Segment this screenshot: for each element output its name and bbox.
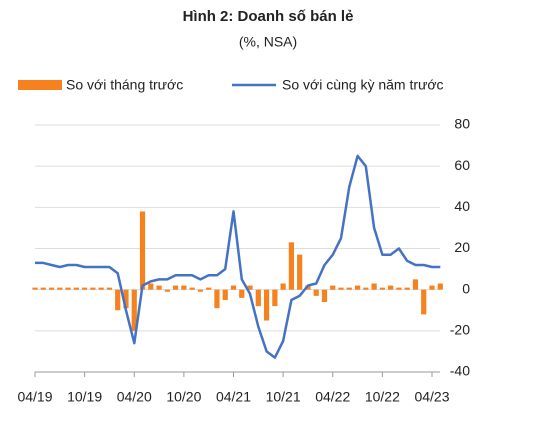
bar xyxy=(263,289,270,321)
bar xyxy=(330,285,336,290)
bar xyxy=(230,285,237,290)
bar xyxy=(404,287,410,290)
bar xyxy=(437,283,443,290)
x-tick-label: 10/19 xyxy=(67,389,102,405)
y-tick-label: -20 xyxy=(450,322,470,338)
bar xyxy=(156,285,162,290)
y-tick-label: 80 xyxy=(454,116,470,132)
x-tick-label: 04/23 xyxy=(414,389,449,405)
bar xyxy=(379,287,385,290)
bar xyxy=(131,289,137,331)
y-tick-label: 60 xyxy=(454,157,470,173)
bar xyxy=(388,285,394,290)
bar xyxy=(313,289,319,296)
bar xyxy=(164,289,170,292)
bar xyxy=(346,287,352,290)
x-tick-label: 10/20 xyxy=(166,389,201,405)
bar xyxy=(82,287,88,290)
x-tick-label: 04/22 xyxy=(315,389,350,405)
x-tick-label: 10/21 xyxy=(266,389,301,405)
line xyxy=(35,154,441,359)
bar xyxy=(48,287,55,290)
bar xyxy=(288,242,294,290)
bar xyxy=(222,289,228,300)
bar xyxy=(247,285,253,290)
bar xyxy=(57,287,63,290)
bar xyxy=(65,287,71,290)
bar xyxy=(297,254,303,290)
x-tick-label: 04/19 xyxy=(17,389,52,405)
legend-label: So với cùng kỳ năm trước xyxy=(282,77,444,93)
bar xyxy=(181,285,187,290)
y-tick-label: 0 xyxy=(462,280,470,296)
bar xyxy=(239,289,245,298)
bar xyxy=(412,279,419,290)
bar xyxy=(206,287,212,290)
legend-swatch xyxy=(18,80,62,90)
bar xyxy=(173,285,179,290)
bar xyxy=(305,285,311,290)
x-tick-label: 10/22 xyxy=(365,389,400,405)
bar xyxy=(214,289,220,309)
bar xyxy=(40,287,46,290)
bar xyxy=(421,289,427,315)
bar xyxy=(272,289,278,307)
x-tick-label: 04/20 xyxy=(117,389,152,405)
bar xyxy=(139,211,146,290)
bar xyxy=(115,289,121,311)
bar xyxy=(429,285,435,290)
y-tick-label: 40 xyxy=(454,198,470,214)
chart-title: Hình 2: Doanh số bán lẻ xyxy=(183,8,354,25)
bar xyxy=(371,283,377,290)
bar xyxy=(354,285,361,290)
x-tick-label: 04/21 xyxy=(216,389,251,405)
bar xyxy=(98,287,104,290)
bar xyxy=(396,287,402,290)
bar xyxy=(123,289,129,309)
bar xyxy=(280,283,286,290)
bar xyxy=(338,287,344,290)
bar xyxy=(321,289,328,303)
bar xyxy=(73,287,79,290)
y-tick-label: -40 xyxy=(450,363,470,379)
bar xyxy=(363,287,369,290)
bar xyxy=(148,283,154,290)
y-tick-label: 20 xyxy=(454,239,470,255)
bar xyxy=(255,289,261,307)
bar xyxy=(32,287,38,290)
bar xyxy=(197,289,204,292)
bar xyxy=(189,287,195,290)
bar xyxy=(90,287,96,290)
bar xyxy=(106,287,113,290)
chart-subtitle: (%, NSA) xyxy=(239,34,297,50)
legend-label: So với tháng trước xyxy=(66,77,183,93)
